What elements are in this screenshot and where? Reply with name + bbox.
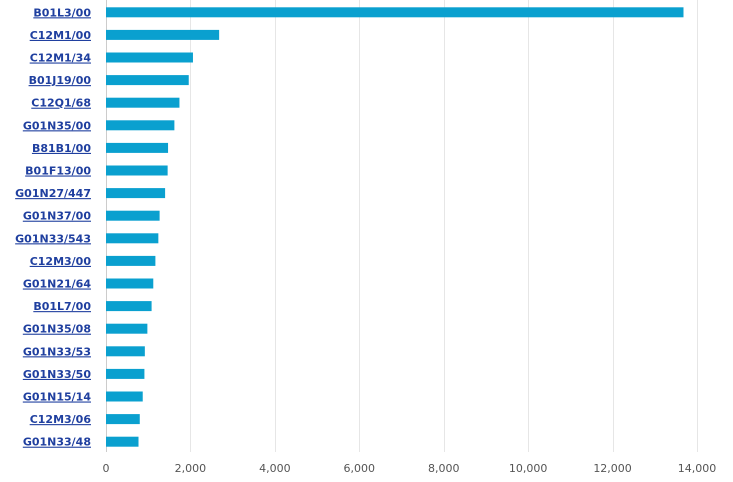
category-link[interactable]: G01N37/00 bbox=[23, 210, 92, 223]
bar[interactable] bbox=[106, 210, 160, 221]
bar[interactable] bbox=[106, 323, 148, 334]
category-link[interactable]: B81B1/00 bbox=[32, 142, 91, 155]
category-link[interactable]: B01L7/00 bbox=[33, 300, 91, 313]
x-tick-label: 6,000 bbox=[344, 462, 376, 475]
category-link[interactable]: C12Q1/68 bbox=[31, 97, 91, 110]
bar[interactable] bbox=[106, 165, 168, 176]
category-link[interactable]: G01N33/50 bbox=[23, 368, 92, 381]
x-tick-label: 10,000 bbox=[509, 462, 548, 475]
category-link[interactable]: G01N33/543 bbox=[15, 232, 91, 245]
category-link[interactable]: B01F13/00 bbox=[25, 165, 91, 178]
category-link[interactable]: C12M3/00 bbox=[30, 255, 92, 268]
category-link[interactable]: G01N33/48 bbox=[23, 436, 91, 449]
bar[interactable] bbox=[106, 391, 143, 402]
x-axis-ticks: 0 2,000 4,000 6,000 8,000 10,000 12,000 14,000 bbox=[103, 462, 717, 475]
bar[interactable] bbox=[106, 188, 166, 199]
bar[interactable] bbox=[106, 368, 145, 379]
bar[interactable] bbox=[106, 97, 180, 108]
bar[interactable] bbox=[106, 255, 156, 266]
bar[interactable] bbox=[106, 346, 145, 357]
category-link[interactable]: C12M1/34 bbox=[30, 52, 92, 65]
bar[interactable] bbox=[106, 29, 220, 40]
bar[interactable] bbox=[106, 233, 159, 244]
bar[interactable] bbox=[106, 142, 169, 153]
x-tick-label: 12,000 bbox=[593, 462, 632, 475]
bars bbox=[106, 7, 684, 447]
bar[interactable] bbox=[106, 436, 139, 447]
category-link[interactable]: G01N27/447 bbox=[15, 187, 91, 200]
x-tick-label: 2,000 bbox=[175, 462, 207, 475]
bar[interactable] bbox=[106, 7, 684, 18]
gridlines bbox=[106, 0, 698, 452]
category-link[interactable]: B01L3/00 bbox=[33, 6, 91, 19]
bar[interactable] bbox=[106, 414, 140, 425]
x-tick-label: 8,000 bbox=[428, 462, 460, 475]
bar[interactable] bbox=[106, 278, 154, 289]
bar[interactable] bbox=[106, 120, 175, 131]
category-link[interactable]: C12M1/00 bbox=[30, 29, 92, 42]
category-labels: B01L3/00 C12M1/00 C12M1/34 B01J19/00 C12Q1/6… bbox=[15, 6, 91, 448]
category-link[interactable]: G01N35/08 bbox=[23, 323, 91, 336]
category-link[interactable]: B01J19/00 bbox=[29, 74, 92, 87]
category-link[interactable]: C12M3/06 bbox=[30, 413, 92, 426]
bar[interactable] bbox=[106, 75, 189, 86]
x-tick-label: 0 bbox=[103, 462, 110, 475]
x-tick-label: 14,000 bbox=[678, 462, 717, 475]
category-link[interactable]: G01N35/00 bbox=[23, 119, 92, 132]
bar[interactable] bbox=[106, 52, 193, 63]
bar[interactable] bbox=[106, 301, 152, 312]
category-link[interactable]: G01N21/64 bbox=[23, 278, 92, 291]
category-link[interactable]: G01N15/14 bbox=[23, 391, 92, 404]
category-link[interactable]: G01N33/53 bbox=[23, 345, 91, 358]
x-tick-label: 4,000 bbox=[259, 462, 291, 475]
